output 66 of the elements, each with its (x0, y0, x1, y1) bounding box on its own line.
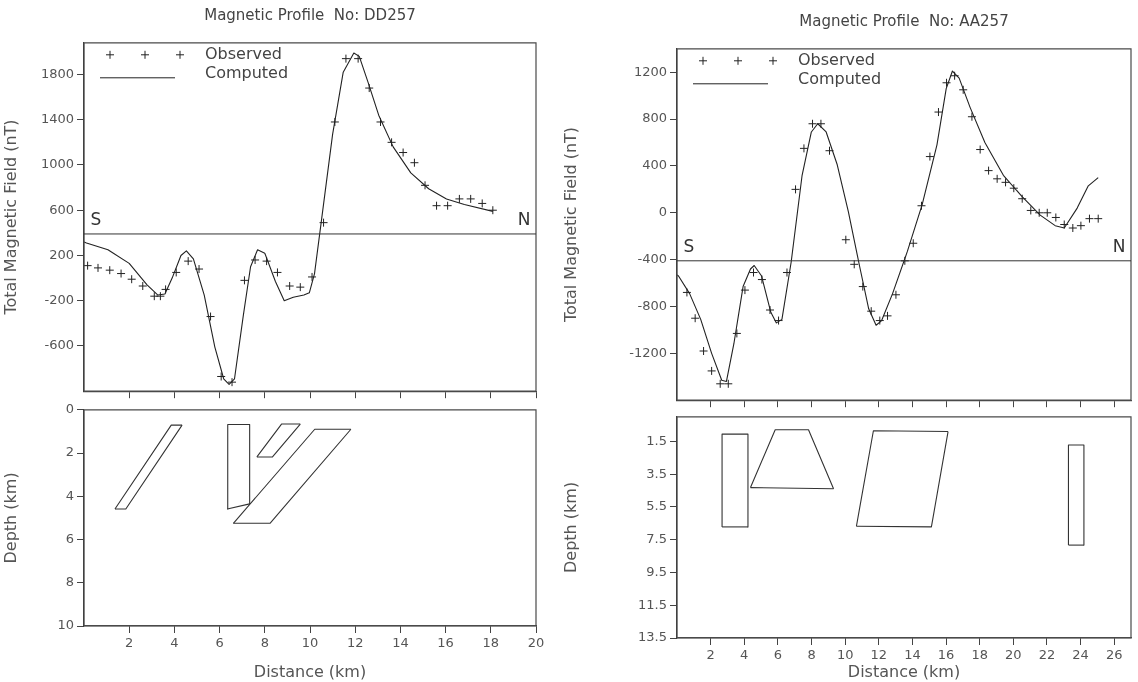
legend-label: Computed (205, 62, 289, 82)
x-tick-label: 22 (1038, 647, 1056, 663)
y-tick-label: -1200 (629, 344, 667, 360)
y-tick-label: 11.5 (638, 596, 667, 612)
x-tick-label: 14 (392, 635, 409, 651)
x-axis-title: Distance (km) (253, 661, 367, 681)
y-tick-label: -200 (44, 292, 74, 308)
x-axis-title: Distance (km) (847, 661, 961, 681)
y-tick-label: -400 (637, 251, 667, 267)
x-tick-label: 26 (1105, 647, 1123, 663)
x-tick-label: 6 (773, 647, 783, 663)
y-tick-label: 1400 (40, 111, 74, 127)
y-tick-label: 200 (49, 246, 74, 262)
y-tick-label: 1200 (633, 63, 667, 79)
y-tick-label: 600 (49, 201, 74, 217)
x-tick-label: 24 (1072, 647, 1089, 663)
y-tick-label: 13.5 (638, 629, 667, 645)
annotation: N (517, 209, 531, 230)
y-tick-label: 4 (65, 487, 74, 503)
y-tick-label: 400 (642, 157, 667, 173)
x-tick-label: 8 (260, 635, 269, 651)
x-tick-label: 2 (706, 647, 715, 663)
x-tick-label: 14 (904, 647, 921, 663)
x-tick-label: 18 (971, 647, 988, 663)
y-tick-label: 5.5 (646, 498, 667, 514)
y-tick-label: 1800 (40, 65, 74, 81)
y-tick-label: 8 (65, 574, 74, 590)
annotation: S (90, 209, 102, 230)
annotation: N (1112, 236, 1126, 257)
y-tick-label: 0 (65, 401, 74, 417)
x-tick-label: 8 (807, 647, 816, 663)
x-tick-label: 6 (215, 635, 224, 651)
x-tick-label: 16 (937, 647, 955, 663)
y-axis-title: Depth (km) (0, 472, 20, 564)
y-tick-label: 9.5 (646, 563, 667, 579)
y-axis-title: Total Magnetic Field (nT) (560, 126, 580, 324)
y-tick-label: 2 (65, 444, 74, 460)
x-tick-label: 16 (437, 635, 454, 651)
y-tick-label: -800 (637, 297, 667, 313)
legend-label: Observed (798, 49, 875, 69)
y-tick-label: 800 (642, 110, 667, 126)
x-tick-label: 2 (125, 635, 134, 651)
y-tick-label: 0 (658, 204, 667, 220)
y-tick-label: 1.5 (646, 432, 667, 448)
y-tick-label: 1000 (40, 156, 74, 172)
y-axis-title: Depth (km) (560, 481, 580, 573)
y-tick-label: -600 (44, 337, 74, 353)
legend-label: Observed (205, 43, 282, 63)
chart-title: Magnetic Profile No: DD257 (203, 6, 417, 24)
y-tick-label: 6 (65, 530, 74, 546)
x-tick-label: 20 (527, 635, 545, 651)
x-tick-label: 18 (482, 635, 500, 651)
y-tick-label: 10 (57, 617, 74, 633)
x-tick-label: 12 (346, 635, 364, 651)
x-tick-label: 20 (1005, 647, 1022, 663)
x-tick-label: 4 (170, 635, 179, 651)
y-tick-label: 7.5 (646, 531, 667, 547)
y-axis-title: Total Magnetic Field (nT) (0, 119, 20, 316)
chart-title: Magnetic Profile No: AA257 (798, 12, 1010, 30)
annotation: S (683, 236, 695, 257)
x-tick-label: 10 (301, 635, 319, 651)
y-tick-label: 3.5 (646, 465, 667, 481)
x-tick-label: 12 (870, 647, 888, 663)
x-tick-label: 10 (836, 647, 854, 663)
legend-label: Computed (798, 68, 882, 88)
x-tick-label: 4 (740, 647, 749, 663)
